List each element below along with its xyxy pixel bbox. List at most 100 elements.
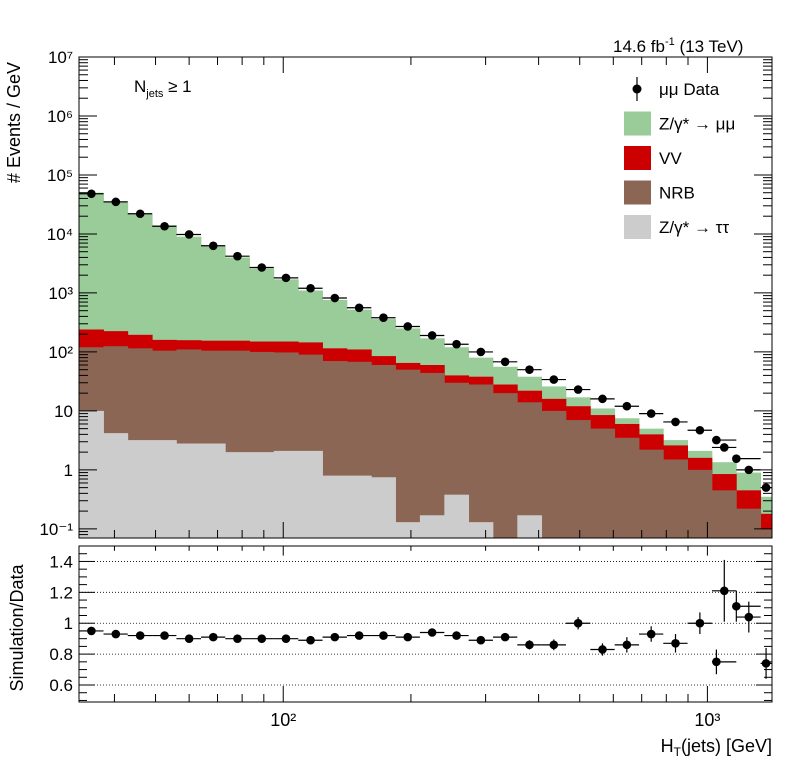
ratio-y-axis-title: Simulation/Data xyxy=(7,563,27,691)
ratio-point-10 xyxy=(330,632,340,642)
ratio-point-12 xyxy=(379,631,388,640)
ratio-point-24 xyxy=(671,639,680,648)
bar-nrb-17 xyxy=(492,393,518,538)
bar-z-1 xyxy=(103,433,129,538)
bar-nrb-27 xyxy=(736,508,762,538)
ratio-point-0 xyxy=(87,626,96,636)
bar-z-18 xyxy=(517,515,543,538)
data-point-23 xyxy=(646,409,656,418)
ratio-point-14 xyxy=(427,628,437,637)
ratio-point-6 xyxy=(233,634,242,643)
bar-z-0 xyxy=(79,410,104,538)
bar-nrb-13 xyxy=(395,369,421,538)
data-point-8 xyxy=(281,273,291,283)
ratio-point-4 xyxy=(184,634,194,643)
bar-nrb-21 xyxy=(590,428,616,538)
y-tick-label-4: 10⁴ xyxy=(47,225,73,244)
y-tick-label-2: 10² xyxy=(48,343,73,362)
ratio-point-15 xyxy=(452,631,461,640)
legend: μμ Data Z/γ* → μμ VV NRB Z/γ* → ττ xyxy=(624,77,735,239)
y-tick-label-7: 10⁷ xyxy=(48,48,73,67)
data-point-14 xyxy=(427,331,437,340)
y-tick-label-5: 10⁵ xyxy=(47,166,73,185)
ratio-point-3 xyxy=(160,631,169,640)
data-point-4 xyxy=(184,230,194,239)
legend-swatch-4 xyxy=(624,215,651,239)
data-point-1 xyxy=(111,197,121,207)
bar-z-4 xyxy=(176,443,202,538)
bar-z-5 xyxy=(201,443,226,538)
ratio-point-17 xyxy=(500,632,510,642)
legend-swatch-1 xyxy=(624,111,651,136)
data-point-17 xyxy=(500,357,510,367)
ratio-point-30 xyxy=(761,659,771,668)
data-points xyxy=(79,189,772,492)
ratio-point-21 xyxy=(598,645,607,654)
data-point-26 xyxy=(712,435,721,445)
bar-nrb-19 xyxy=(541,410,567,538)
bar-vv-28 xyxy=(760,513,772,538)
ratio-point-7 xyxy=(257,634,267,643)
legend-swatch-3 xyxy=(624,180,651,205)
bar-z-3 xyxy=(152,440,177,538)
ratio-axes: 10² 10³ 0.6 0.8 1 1.2 1.4 xyxy=(49,545,773,730)
y-tick-label-0: 1 xyxy=(64,461,73,480)
bar-nrb-22 xyxy=(614,437,640,538)
jets-annotation: Njets ≥ 1 xyxy=(134,77,192,100)
bar-nrb-24 xyxy=(663,459,688,538)
data-point-7 xyxy=(257,263,267,272)
ratio-point-18 xyxy=(525,640,534,650)
data-point-15 xyxy=(452,339,461,349)
bar-z-2 xyxy=(127,440,153,538)
upper-axes: 10⁻¹ 1 10 10² 10³ 10⁴ 10⁵ 10⁶ 10⁷ xyxy=(39,48,773,539)
ratio-point-23 xyxy=(646,629,656,639)
data-point-12 xyxy=(379,313,388,323)
ratio-point-25 xyxy=(695,618,705,628)
legend-label-4: Z/γ* → ττ xyxy=(659,218,729,237)
stacked-histogram xyxy=(79,192,772,538)
legend-label-1: Z/γ* → μμ xyxy=(659,115,735,134)
ratio-points xyxy=(79,559,772,679)
data-point-10 xyxy=(330,293,340,303)
bar-z-15 xyxy=(444,494,470,538)
data-point-24 xyxy=(671,417,680,427)
ratio-y-tick-label-1: 0.8 xyxy=(49,645,73,664)
x-tick-label-0: 10² xyxy=(270,710,296,730)
ratio-point-9 xyxy=(306,635,315,645)
legend-label-0: μμ Data xyxy=(659,80,720,99)
bar-z-11 xyxy=(346,475,372,538)
data-point-19 xyxy=(549,375,559,384)
data-point-3 xyxy=(160,221,169,231)
y-tick-label-1: 10 xyxy=(54,402,73,421)
ratio-point-5 xyxy=(208,632,218,642)
ratio-point-13 xyxy=(403,632,413,642)
ratio-y-tick-label-4: 1.4 xyxy=(49,552,73,571)
data-point-21 xyxy=(598,394,607,404)
y-tick-label-3: 10³ xyxy=(48,284,73,303)
bar-nrb-26 xyxy=(711,490,737,538)
ratio-point-22 xyxy=(622,640,632,650)
legend-swatch-2 xyxy=(624,146,651,170)
bar-nrb-14 xyxy=(419,372,445,538)
bar-z-16 xyxy=(468,522,494,538)
ratio-y-tick-label-0: 0.6 xyxy=(49,676,73,695)
lumi-label: 14.6 fb-1 (13 TeV) xyxy=(613,36,743,56)
ratio-point-8 xyxy=(281,634,291,643)
data-point-22 xyxy=(622,401,632,411)
data-point-29 xyxy=(744,465,754,475)
data-point-0 xyxy=(87,189,96,199)
ratio-point-27 xyxy=(719,586,729,596)
bar-nrb-20 xyxy=(565,420,591,538)
bar-z-6 xyxy=(225,452,250,538)
bar-z-7 xyxy=(249,452,275,538)
data-point-2 xyxy=(135,209,145,219)
bar-z-9 xyxy=(298,450,323,538)
data-point-16 xyxy=(476,347,486,357)
x-tick-label-1: 10³ xyxy=(694,710,720,730)
data-point-20 xyxy=(573,385,583,394)
data-point-28 xyxy=(732,454,741,463)
data-point-11 xyxy=(354,303,364,313)
bar-z-12 xyxy=(371,477,396,538)
ratio-point-1 xyxy=(111,629,121,639)
